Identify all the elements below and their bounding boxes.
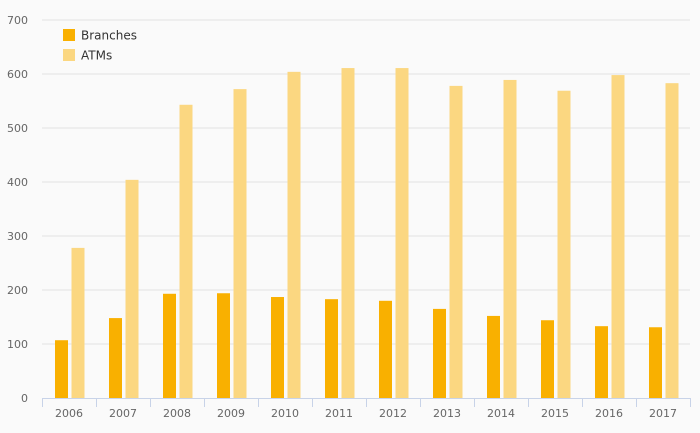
y-tick-label: 100 xyxy=(7,338,28,351)
bar-branches-2006[interactable] xyxy=(55,340,68,398)
bar-atms-2016[interactable] xyxy=(611,75,625,398)
x-tick-label: 2014 xyxy=(487,407,515,420)
bar-atms-2006[interactable] xyxy=(71,247,85,398)
y-tick-label: 400 xyxy=(7,176,28,189)
bar-atms-2017[interactable] xyxy=(665,83,679,399)
y-tick-label: 500 xyxy=(7,122,28,135)
y-tick-label: 700 xyxy=(7,14,28,27)
x-tick-label: 2006 xyxy=(55,407,83,420)
bar-branches-2014[interactable] xyxy=(487,315,500,398)
x-axis: 2006 2007 2008 2009 2010 2011 2012 2013 2014 2015… xyxy=(42,398,691,420)
bars xyxy=(55,68,679,399)
y-axis-ticks: 0 100 200 300 400 500 600 700 xyxy=(7,14,28,405)
x-tick-label: 2009 xyxy=(217,407,245,420)
bar-atms-2008[interactable] xyxy=(179,104,193,398)
legend: Branches ATMs xyxy=(63,29,137,63)
bar-atms-2011[interactable] xyxy=(341,68,355,398)
bar-branches-2009[interactable] xyxy=(217,293,230,398)
y-tick-label: 300 xyxy=(7,230,28,243)
x-tick-label: 2017 xyxy=(649,407,677,420)
bar-branches-2010[interactable] xyxy=(271,297,284,398)
x-tick-label: 2015 xyxy=(541,407,569,420)
x-tick-label: 2010 xyxy=(271,407,299,420)
bar-atms-2012[interactable] xyxy=(395,68,409,398)
bar-atms-2015[interactable] xyxy=(557,90,571,399)
gridlines xyxy=(42,19,690,345)
x-tick-label: 2007 xyxy=(109,407,137,420)
x-tick-label: 2011 xyxy=(325,407,353,420)
bar-branches-2016[interactable] xyxy=(595,326,608,398)
bar-atms-2013[interactable] xyxy=(449,85,463,398)
x-tick-label: 2012 xyxy=(379,407,407,420)
y-tick-label: 600 xyxy=(7,68,28,81)
bar-branches-2015[interactable] xyxy=(541,320,554,398)
bar-branches-2012[interactable] xyxy=(379,300,392,398)
bar-branches-2017[interactable] xyxy=(649,327,662,398)
x-tick-label: 2008 xyxy=(163,407,191,420)
legend-label-atms[interactable]: ATMs xyxy=(81,49,112,63)
bar-branches-2008[interactable] xyxy=(163,293,176,398)
bar-branches-2013[interactable] xyxy=(433,308,446,398)
legend-swatch-atms xyxy=(63,49,75,61)
legend-swatch-branches xyxy=(63,29,75,41)
x-tick-label: 2013 xyxy=(433,407,461,420)
bar-branches-2007[interactable] xyxy=(109,318,122,398)
y-tick-label: 200 xyxy=(7,284,28,297)
bar-atms-2010[interactable] xyxy=(287,71,301,398)
bar-atms-2007[interactable] xyxy=(125,179,139,398)
bar-branches-2011[interactable] xyxy=(325,299,338,398)
y-tick-label: 0 xyxy=(21,392,28,405)
legend-label-branches[interactable]: Branches xyxy=(81,29,137,43)
x-tick-label: 2016 xyxy=(595,407,623,420)
bar-atms-2014[interactable] xyxy=(503,79,517,398)
bar-atms-2009[interactable] xyxy=(233,89,247,399)
